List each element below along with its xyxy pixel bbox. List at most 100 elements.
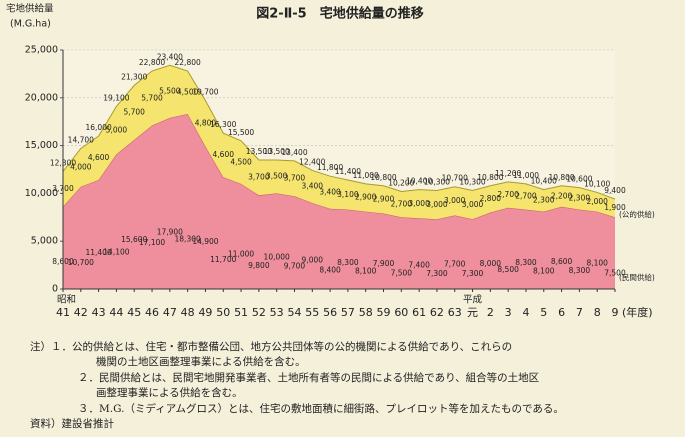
data-label: 4,500 [230,157,252,166]
data-label: 3,000 [462,200,484,209]
x-tick-label: 56 [323,306,337,319]
total-label: 10,200 [388,178,414,187]
data-label: 8,300 [515,258,537,267]
data-label: 7,500 [604,268,626,277]
total-label: 22,800 [139,58,165,67]
data-label: 8,300 [337,258,359,267]
y-tick-label: 5,000 [31,236,58,247]
data-label: 7,400 [408,261,430,270]
total-label: 10,700 [442,174,468,183]
data-label: 14,100 [103,248,129,257]
x-tick-label: 6 [558,306,565,319]
data-label: 8,400 [319,265,341,274]
data-label: 4,500 [177,88,199,97]
total-label: 10,800 [548,173,574,182]
data-label: 2,800 [480,194,502,203]
data-label: 5,700 [141,93,163,102]
data-label: 2,700 [391,199,413,208]
data-label: 7,500 [391,268,413,277]
x-tick-label: 46 [145,306,159,319]
x-tick-label: 9 [612,306,619,319]
x-tick-label: 44 [109,306,123,319]
total-label: 19,100 [103,93,129,102]
data-label: 2,000 [586,197,608,206]
data-label: 3,000 [444,196,466,205]
data-label: 3,500 [266,172,288,181]
data-label: 10,700 [68,258,94,267]
x-tick-label: 45 [127,306,141,319]
data-label: 4,800 [195,119,217,128]
era-label: 昭和 [57,295,76,306]
total-label: 16,000 [85,123,111,132]
x-tick-label: 63 [448,306,462,319]
data-label: 9,700 [284,261,306,270]
y-tick-label: 10,000 [25,188,58,199]
total-label: 13,500 [264,147,290,156]
x-tick-label: 50 [216,306,230,319]
x-tick-label: 58 [359,306,373,319]
data-label: 7,900 [373,259,395,268]
data-label: 5,000 [106,125,128,134]
y-axis-unit: (M.G.ha) [10,19,51,30]
total-label: 22,800 [175,58,201,67]
data-label: 8,100 [355,266,377,275]
x-tick-label: 59 [377,306,391,319]
y-tick-label: 20,000 [25,92,58,103]
total-label: 21,300 [121,72,147,81]
x-tick-label: 48 [181,306,195,319]
total-label: 14,700 [68,135,94,144]
data-label: 15,600 [121,235,147,244]
data-label: 11,400 [85,248,111,257]
data-label: 18,300 [175,234,201,243]
data-label: 10,000 [264,252,290,261]
data-label: 3,700 [248,173,270,182]
data-label: 5,500 [159,87,181,96]
total-label: 11,000 [513,171,539,180]
y-tick-label: 0 [52,284,58,295]
data-label: 2,900 [355,193,377,202]
x-tick-label: 2 [487,306,494,319]
total-label: 10,400 [531,177,557,186]
total-label: 10,600 [566,175,592,184]
data-label: 2,300 [569,194,591,203]
x-tick-label: 47 [163,306,177,319]
total-label: 15,500 [228,128,254,137]
data-label: 5,700 [123,108,145,117]
total-label: 19,700 [192,88,218,97]
x-tick-label: 61 [412,306,426,319]
x-tick-label: 55 [305,306,319,319]
data-label: 7,700 [444,260,466,269]
y-tick-label: 25,000 [25,45,58,56]
x-tick-label: 8 [594,306,601,319]
data-label: 8,100 [533,266,555,275]
area [63,114,615,289]
legend-label: (民間供給) [619,272,655,282]
total-label: 10,300 [424,178,450,187]
x-tick-label: 53 [270,306,284,319]
data-label: 3,000 [408,199,430,208]
x-tick-label: 43 [92,306,106,319]
data-label: 2,200 [551,191,573,200]
total-label: 10,800 [477,173,503,182]
data-label: 8,000 [480,259,502,268]
total-label: 12,300 [50,158,76,167]
total-label: 11,200 [495,169,521,178]
era-label: 平成 [463,294,483,306]
data-label: 3,400 [319,187,341,196]
data-label: 3,700 [284,174,306,183]
note: 画整理事業による供給を含む。 [96,386,243,399]
y-axis-title: 宅地供給量 [6,3,54,15]
data-label: 2,700 [515,192,537,201]
total-label: 13,500 [246,147,272,156]
x-tick-label: 42 [74,306,88,319]
data-label: 4,600 [88,153,110,162]
x-tick-label: 54 [287,306,301,319]
total-label: 11,400 [335,167,361,176]
data-label: 3,100 [337,190,359,199]
data-label: 7,300 [462,269,484,278]
area-edge [62,64,616,200]
total-label: 10,800 [370,173,396,182]
x-tick-label: 7 [576,306,583,319]
